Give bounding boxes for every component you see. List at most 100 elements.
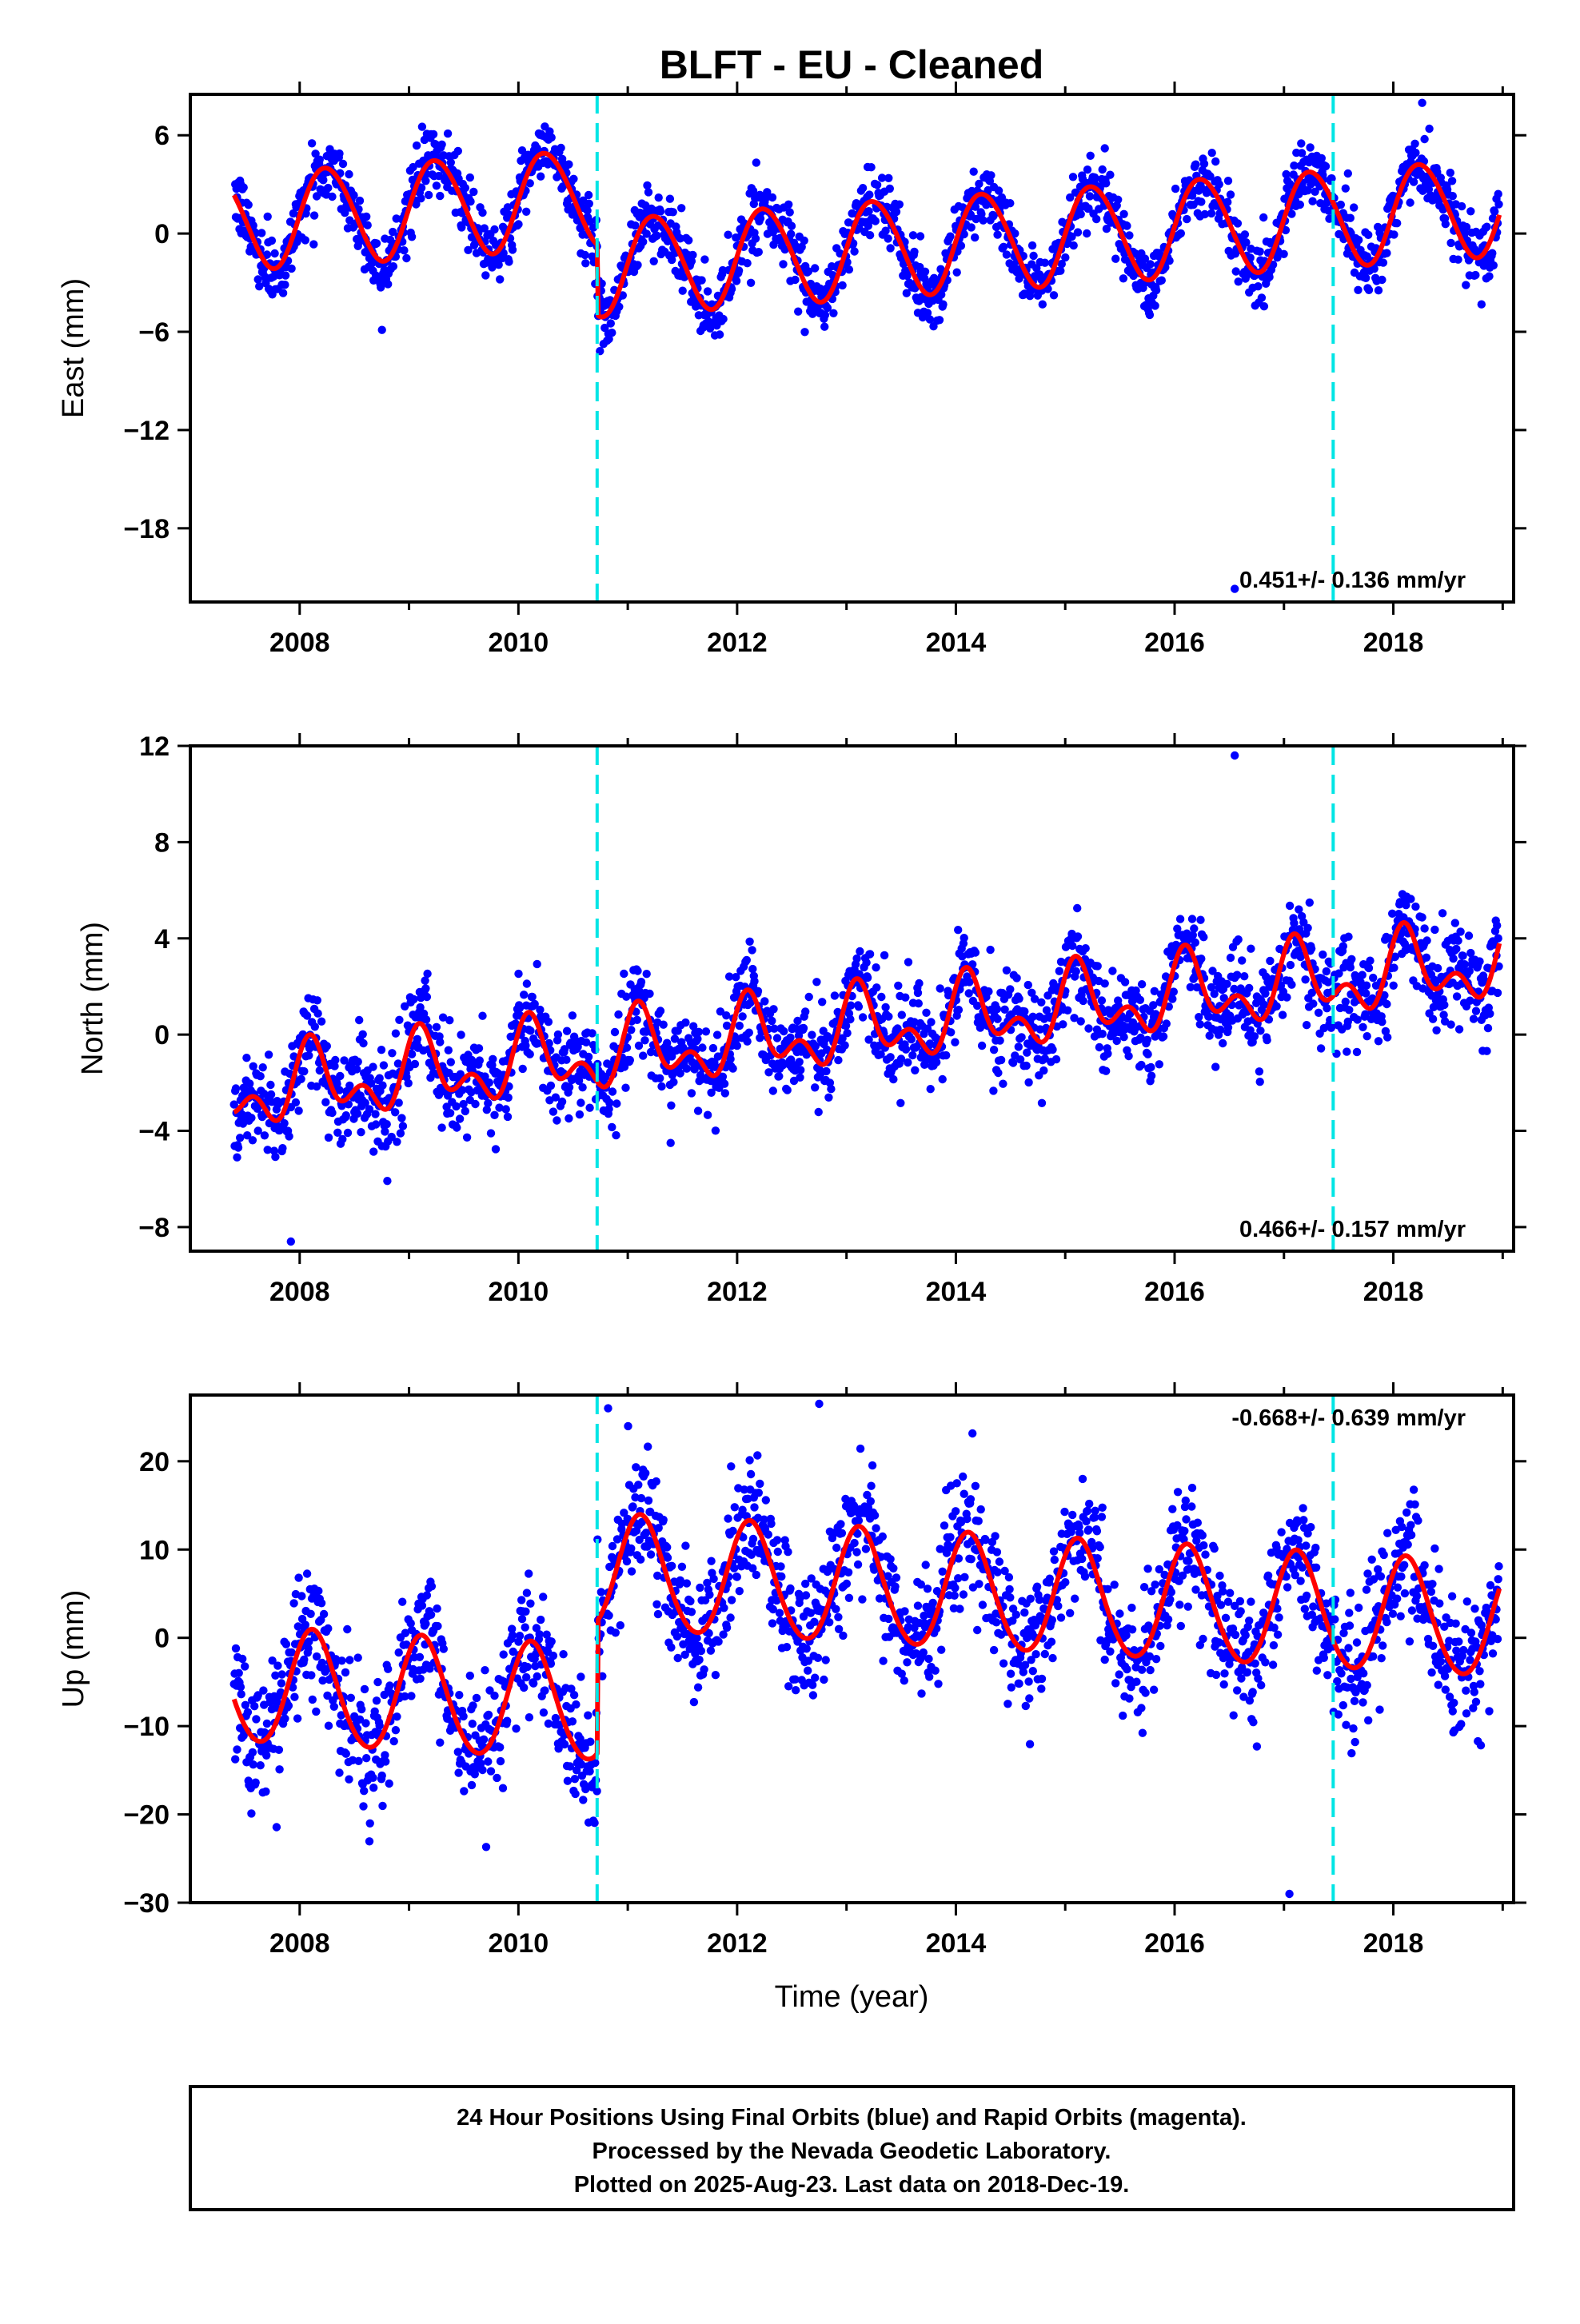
data-point	[1106, 171, 1114, 179]
data-point	[503, 1717, 511, 1725]
data-point	[1375, 1037, 1382, 1045]
data-point	[679, 287, 687, 295]
data-point	[822, 1067, 830, 1075]
data-point-outlier	[287, 1238, 295, 1246]
data-point	[307, 1671, 315, 1679]
data-point	[864, 207, 872, 215]
x-tick-label: 2018	[1363, 628, 1424, 658]
data-point	[232, 1644, 240, 1652]
data-point	[1048, 1046, 1056, 1054]
data-point	[569, 175, 577, 183]
data-point	[313, 1652, 321, 1660]
data-point	[1359, 1023, 1367, 1031]
data-point	[707, 1647, 715, 1655]
data-point	[800, 237, 808, 245]
data-point	[275, 1746, 283, 1754]
data-point	[1287, 981, 1295, 989]
data-point	[815, 1108, 823, 1116]
data-point	[731, 1503, 739, 1511]
data-point	[1038, 1099, 1046, 1107]
data-point	[471, 1100, 479, 1108]
data-point	[1307, 944, 1315, 952]
data-point	[490, 1111, 498, 1119]
data-point	[433, 181, 441, 189]
data-point	[497, 1757, 505, 1765]
up-data-points	[230, 1400, 1503, 1898]
data-point	[436, 1038, 444, 1046]
data-point	[285, 1701, 293, 1709]
data-point	[285, 1132, 293, 1140]
data-point	[866, 950, 874, 958]
data-point	[1200, 160, 1208, 168]
data-point	[1494, 935, 1502, 943]
data-point	[1263, 1036, 1271, 1044]
data-point	[257, 1072, 265, 1080]
data-point	[696, 1584, 704, 1592]
data-point	[371, 1110, 379, 1118]
data-point	[1211, 157, 1219, 165]
data-point	[954, 926, 962, 934]
data-point	[1345, 1006, 1353, 1014]
data-point	[862, 959, 870, 967]
data-point	[265, 1050, 273, 1058]
data-point	[1196, 1020, 1204, 1028]
data-point	[745, 1029, 753, 1037]
data-point	[901, 994, 909, 1002]
data-point	[1196, 916, 1204, 924]
data-point	[397, 1114, 405, 1122]
data-point	[357, 1128, 365, 1136]
data-point	[423, 970, 431, 978]
data-point	[1369, 974, 1377, 982]
data-point	[392, 1030, 400, 1038]
data-point	[697, 1647, 705, 1655]
data-point	[1041, 259, 1049, 267]
data-point	[669, 208, 677, 216]
data-point	[677, 204, 685, 212]
data-point	[397, 1129, 405, 1137]
y-tick-label: 6	[154, 121, 170, 151]
data-point	[261, 1788, 269, 1796]
east-frame	[190, 94, 1514, 602]
data-point	[316, 156, 324, 164]
data-point	[413, 1035, 421, 1043]
data-point	[921, 268, 929, 276]
data-point	[395, 1016, 403, 1024]
data-point	[577, 1672, 585, 1680]
data-point	[1485, 272, 1493, 280]
data-point	[683, 1065, 691, 1073]
data-point	[359, 1030, 367, 1038]
data-point	[1079, 997, 1087, 1005]
data-point	[787, 230, 795, 238]
data-point	[1446, 239, 1454, 247]
data-point	[476, 1056, 484, 1064]
data-point	[1297, 139, 1305, 147]
data-point	[359, 1802, 367, 1810]
data-point	[469, 1701, 477, 1709]
data-point	[632, 1463, 640, 1471]
data-point	[652, 232, 660, 240]
data-point	[667, 1102, 675, 1110]
data-point	[886, 244, 894, 252]
data-point	[904, 958, 912, 966]
data-point	[281, 281, 289, 289]
data-point	[237, 1683, 245, 1691]
data-point	[818, 998, 826, 1006]
data-point	[722, 1011, 730, 1019]
data-point	[811, 264, 819, 272]
data-point	[1015, 995, 1023, 1003]
data-point	[704, 287, 712, 295]
data-point	[656, 1007, 664, 1015]
data-point	[259, 1686, 267, 1694]
data-point	[447, 158, 455, 166]
data-point	[768, 193, 776, 201]
data-point	[1207, 209, 1215, 217]
data-point	[1298, 149, 1306, 157]
data-point	[523, 979, 531, 987]
data-point	[747, 1470, 755, 1478]
data-point	[1323, 967, 1331, 975]
data-point	[1006, 985, 1014, 993]
data-point	[1197, 955, 1205, 963]
data-point	[279, 289, 287, 297]
data-point	[1354, 286, 1362, 294]
data-point	[1255, 1067, 1263, 1075]
